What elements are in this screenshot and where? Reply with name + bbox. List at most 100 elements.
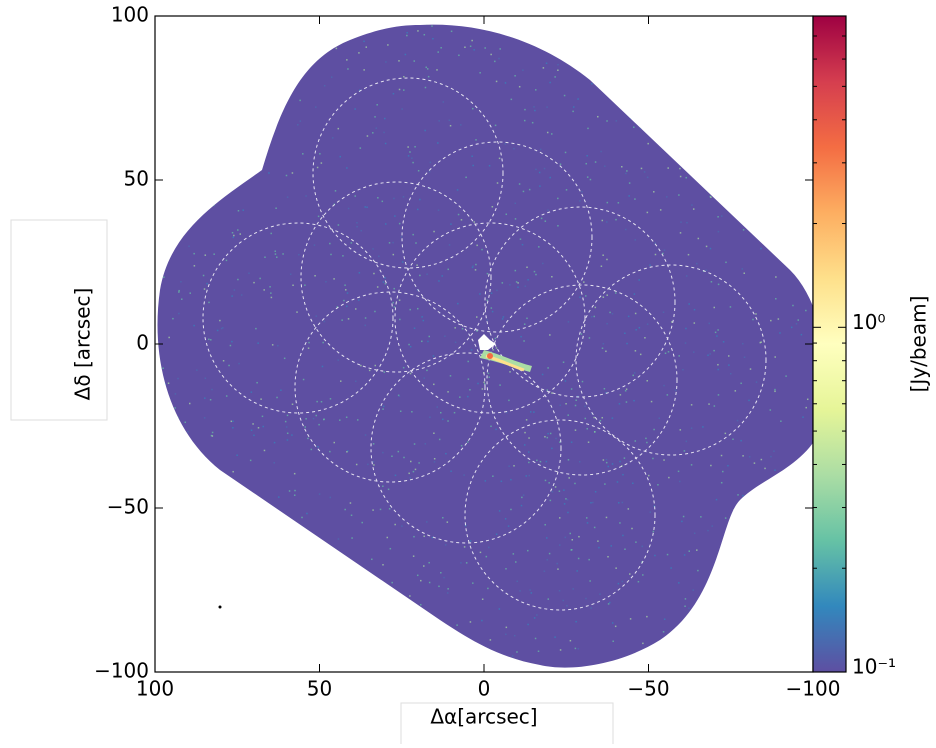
speckle: [275, 664, 277, 667]
speckle: [504, 82, 507, 84]
speckle: [347, 318, 350, 320]
speckle: [298, 609, 300, 611]
speckle: [742, 229, 745, 231]
speckle: [639, 127, 642, 130]
speckle: [444, 544, 447, 546]
speckle: [460, 124, 462, 126]
speckle: [589, 580, 591, 582]
speckle: [577, 648, 580, 650]
speckle: [536, 614, 538, 616]
speckle: [768, 115, 770, 117]
speckle: [733, 646, 736, 648]
speckle: [731, 102, 734, 105]
speckle: [801, 482, 803, 485]
speckle: [394, 215, 396, 217]
speckle: [376, 286, 379, 288]
speckle: [168, 336, 170, 339]
speckle: [594, 161, 597, 163]
speckle: [506, 411, 508, 414]
speckle: [544, 523, 546, 526]
speckle: [514, 75, 516, 77]
speckle: [421, 340, 423, 343]
speckle: [227, 87, 230, 89]
speckle: [574, 482, 576, 485]
speckle: [267, 642, 270, 645]
speckle: [789, 470, 792, 473]
speckle: [767, 124, 769, 126]
speckle: [226, 44, 228, 46]
speckle: [524, 285, 527, 287]
speckle: [644, 337, 646, 339]
speckle: [157, 374, 159, 376]
speckle: [587, 127, 589, 130]
speckle: [305, 195, 307, 197]
speckle: [711, 525, 713, 527]
speckle: [544, 479, 547, 482]
speckle: [226, 95, 228, 97]
speckle: [479, 551, 482, 554]
speckle: [692, 351, 695, 353]
speckle: [565, 189, 568, 191]
speckle: [388, 508, 391, 510]
speckle: [274, 250, 277, 252]
speckle: [805, 246, 807, 248]
speckle: [372, 248, 374, 250]
speckle: [621, 165, 623, 168]
speckle: [288, 24, 291, 26]
speckle: [276, 581, 278, 583]
speckle: [489, 17, 491, 19]
speckle: [378, 255, 380, 258]
speckle: [588, 558, 590, 561]
speckle: [502, 316, 505, 318]
speckle: [539, 148, 542, 151]
speckle: [399, 318, 401, 321]
speckle: [322, 341, 324, 344]
speckle: [239, 170, 241, 173]
speckle: [476, 330, 478, 332]
speckle: [746, 525, 748, 528]
speckle: [795, 469, 797, 472]
speckle: [756, 129, 759, 132]
pointing: [294, 291, 486, 483]
speckle: [262, 425, 265, 428]
speckle: [428, 561, 430, 564]
speckle: [624, 390, 627, 392]
speckle: [464, 46, 466, 49]
speckle: [172, 56, 175, 58]
speckle: [522, 69, 524, 71]
speckle: [436, 406, 439, 408]
speckle: [588, 337, 591, 339]
speckle: [289, 91, 291, 94]
speckle: [652, 457, 654, 460]
speckle: [749, 368, 752, 370]
speckle: [622, 473, 624, 476]
speckle: [250, 611, 252, 613]
speckle: [594, 431, 596, 433]
speckle: [523, 323, 526, 325]
speckle: [418, 462, 420, 464]
speckle: [283, 21, 285, 23]
speckle: [658, 417, 660, 420]
speckle: [184, 519, 186, 522]
speckle: [377, 197, 379, 199]
speckle: [533, 106, 535, 108]
speckle: [490, 53, 492, 56]
speckle: [437, 142, 439, 144]
speckle: [346, 305, 348, 308]
speckle: [359, 147, 362, 149]
pointing: [394, 222, 586, 414]
speckle: [288, 37, 290, 39]
speckle: [172, 416, 174, 419]
speckle: [393, 287, 395, 290]
speckle: [770, 319, 772, 322]
speckle: [684, 128, 687, 130]
speckle: [213, 253, 215, 255]
speckle: [779, 150, 781, 153]
speckle: [292, 284, 294, 287]
speckle: [337, 224, 340, 226]
speckle: [413, 60, 416, 62]
speckle: [222, 360, 225, 362]
speckle: [476, 244, 478, 247]
speckle: [213, 204, 215, 207]
speckle: [740, 382, 742, 385]
